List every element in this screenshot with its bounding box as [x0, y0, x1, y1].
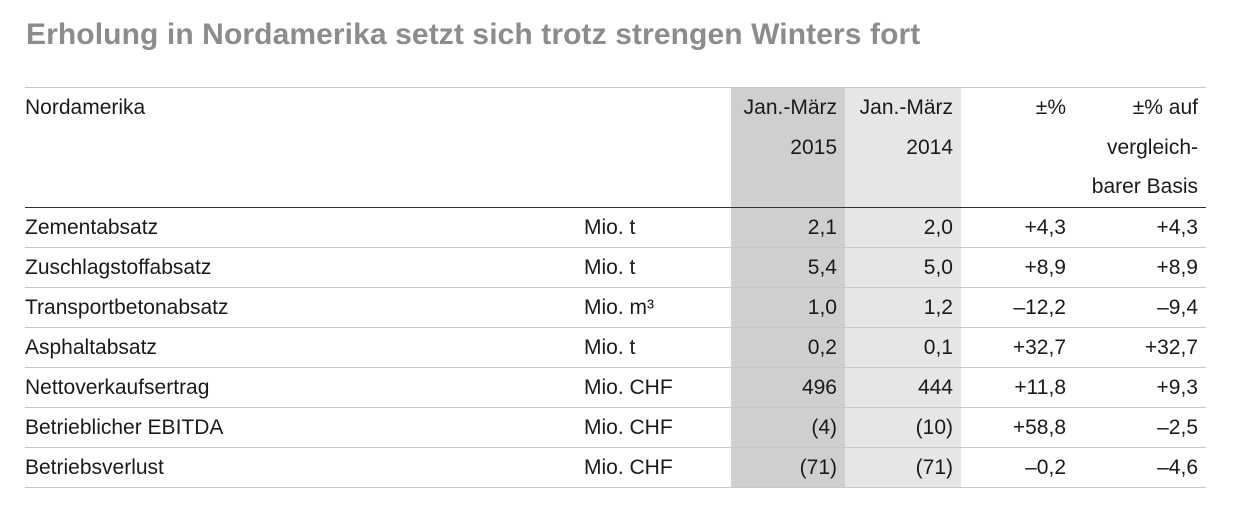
row-change-pct: +58,8 — [961, 407, 1074, 448]
header-cmp-line: barer Basis — [1091, 175, 1198, 198]
table-row: Nettoverkaufsertrag Mio. CHF 496 444 +11… — [25, 367, 1206, 408]
row-label: Asphaltabsatz — [25, 327, 584, 368]
table-row: Betriebsverlust Mio. CHF (71) (71) –0,2 … — [25, 447, 1206, 488]
row-change-comparable: +32,7 — [1074, 327, 1206, 368]
row-unit: Mio. CHF — [584, 447, 731, 488]
row-label: Betrieblicher EBITDA — [25, 407, 584, 448]
row-change-comparable: –4,6 — [1074, 447, 1206, 488]
row-change-pct: +11,8 — [961, 367, 1074, 408]
row-unit: Mio. t — [584, 247, 731, 288]
row-unit: Mio. t — [584, 327, 731, 368]
row-value-2015: 2,1 — [731, 207, 845, 248]
table-row: Asphaltabsatz Mio. t 0,2 0,1 +32,7 +32,7 — [25, 327, 1206, 368]
row-label: Betriebsverlust — [25, 447, 584, 488]
row-change-pct: +8,9 — [961, 247, 1074, 288]
header-2015-line: 2015 — [790, 135, 837, 159]
row-value-2015: 0,2 — [731, 327, 845, 368]
row-change-comparable: +4,3 — [1074, 207, 1206, 248]
row-unit: Mio. CHF — [584, 407, 731, 448]
row-change-pct: –0,2 — [961, 447, 1074, 488]
row-change-pct: +32,7 — [961, 327, 1074, 368]
row-value-2015: (71) — [731, 447, 845, 488]
row-value-2014: (71) — [845, 447, 961, 488]
row-value-2015: 496 — [731, 367, 845, 408]
row-change-pct: –12,2 — [961, 287, 1074, 328]
row-change-comparable: –9,4 — [1074, 287, 1206, 328]
row-value-2014: 0,1 — [845, 327, 961, 368]
header-2015-line: Jan.-März — [743, 96, 837, 119]
row-value-2015: 5,4 — [731, 247, 845, 288]
header-2014: Jan.-März 2014 — [845, 87, 961, 208]
row-label: Nettoverkaufsertrag — [25, 367, 584, 408]
header-unit — [584, 87, 731, 208]
header-2014-line: 2014 — [906, 135, 953, 159]
page-title: Erholung in Nordamerika setzt sich trotz… — [26, 18, 921, 51]
row-value-2015: 1,0 — [731, 287, 845, 328]
row-change-comparable: +8,9 — [1074, 247, 1206, 288]
table-row: Zementabsatz Mio. t 2,1 2,0 +4,3 +4,3 — [25, 207, 1206, 248]
table-row: Zuschlagstoffabsatz Mio. t 5,4 5,0 +8,9 … — [25, 247, 1206, 288]
row-value-2014: 2,0 — [845, 207, 961, 248]
row-change-pct: +4,3 — [961, 207, 1074, 248]
row-value-2014: 444 — [845, 367, 961, 408]
header-2014-line: Jan.-März — [859, 96, 953, 119]
header-pct-line: ±% — [1035, 96, 1066, 119]
row-value-2014: 5,0 — [845, 247, 961, 288]
data-table: Nordamerika Jan.-März 2015 Jan.-März 201… — [25, 87, 1206, 488]
row-label: Zuschlagstoffabsatz — [25, 247, 584, 288]
row-label: Zementabsatz — [25, 207, 584, 248]
table-row: Transportbetonabsatz Mio. m³ 1,0 1,2 –12… — [25, 287, 1206, 328]
row-value-2014: 1,2 — [845, 287, 961, 328]
row-value-2014: (10) — [845, 407, 961, 448]
row-unit: Mio. t — [584, 207, 731, 248]
row-label: Transportbetonabsatz — [25, 287, 584, 328]
row-change-comparable: +9,3 — [1074, 367, 1206, 408]
header-row: Nordamerika Jan.-März 2015 Jan.-März 201… — [25, 87, 1206, 208]
header-2015: Jan.-März 2015 — [731, 87, 845, 208]
row-value-2015: (4) — [731, 407, 845, 448]
header-pct: ±% — [961, 87, 1074, 208]
row-unit: Mio. m³ — [584, 287, 731, 328]
table-row: Betrieblicher EBITDA Mio. CHF (4) (10) +… — [25, 407, 1206, 448]
header-cmp-line: vergleich- — [1106, 135, 1198, 159]
header-cmp-line: ±% auf — [1132, 96, 1198, 119]
header-label: Nordamerika — [25, 87, 584, 208]
header-cmp: ±% auf vergleich- barer Basis — [1074, 87, 1206, 208]
row-change-comparable: –2,5 — [1074, 407, 1206, 448]
row-unit: Mio. CHF — [584, 367, 731, 408]
